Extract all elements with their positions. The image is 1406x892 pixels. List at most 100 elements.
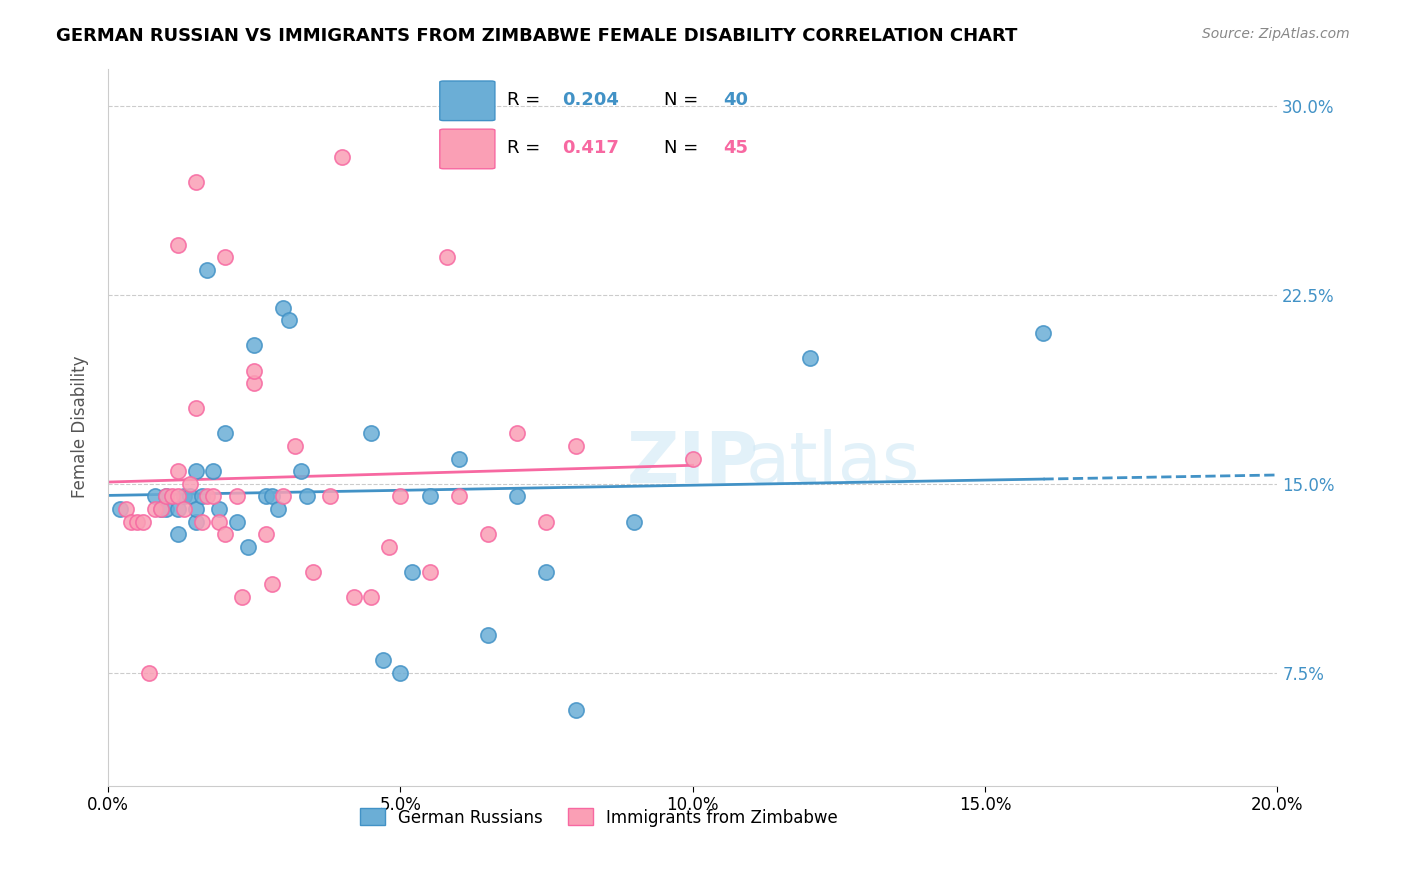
Point bbox=[225, 489, 247, 503]
Point bbox=[389, 489, 412, 503]
Point bbox=[536, 565, 558, 579]
Point bbox=[214, 527, 236, 541]
Point bbox=[179, 476, 201, 491]
Point bbox=[214, 250, 236, 264]
Point bbox=[360, 426, 382, 441]
Point bbox=[389, 665, 412, 680]
Text: 45: 45 bbox=[723, 139, 748, 157]
FancyBboxPatch shape bbox=[440, 129, 495, 169]
Point bbox=[149, 502, 172, 516]
Point bbox=[506, 489, 529, 503]
Point bbox=[447, 489, 470, 503]
Point bbox=[377, 540, 399, 554]
Point bbox=[419, 489, 441, 503]
Point bbox=[190, 515, 212, 529]
Point bbox=[143, 502, 166, 516]
Point bbox=[564, 703, 586, 717]
Point bbox=[184, 401, 207, 416]
Point bbox=[254, 527, 277, 541]
Text: 0.204: 0.204 bbox=[562, 91, 619, 109]
Text: 40: 40 bbox=[723, 91, 748, 109]
Text: Source: ZipAtlas.com: Source: ZipAtlas.com bbox=[1202, 27, 1350, 41]
Point bbox=[120, 515, 142, 529]
Point bbox=[284, 439, 307, 453]
Point bbox=[167, 464, 190, 478]
Text: R =: R = bbox=[506, 139, 540, 157]
Point bbox=[202, 489, 225, 503]
Point bbox=[184, 515, 207, 529]
Point bbox=[477, 527, 499, 541]
Point bbox=[202, 464, 225, 478]
Point bbox=[290, 464, 312, 478]
Point bbox=[167, 502, 190, 516]
Point bbox=[208, 515, 231, 529]
Point bbox=[360, 590, 382, 604]
Text: 0.417: 0.417 bbox=[562, 139, 619, 157]
Point bbox=[301, 565, 323, 579]
Point bbox=[214, 426, 236, 441]
Point bbox=[419, 565, 441, 579]
Point bbox=[132, 515, 155, 529]
Point bbox=[167, 237, 190, 252]
Point bbox=[127, 515, 149, 529]
Point bbox=[167, 489, 190, 503]
Point bbox=[682, 451, 704, 466]
Point bbox=[162, 489, 184, 503]
Y-axis label: Female Disability: Female Disability bbox=[72, 356, 89, 499]
Point bbox=[564, 439, 586, 453]
FancyBboxPatch shape bbox=[440, 81, 495, 120]
Text: R =: R = bbox=[506, 91, 540, 109]
Point bbox=[477, 628, 499, 642]
Point bbox=[184, 502, 207, 516]
Point bbox=[155, 502, 177, 516]
Text: GERMAN RUSSIAN VS IMMIGRANTS FROM ZIMBABWE FEMALE DISABILITY CORRELATION CHART: GERMAN RUSSIAN VS IMMIGRANTS FROM ZIMBAB… bbox=[56, 27, 1018, 45]
Text: N =: N = bbox=[664, 91, 699, 109]
Point bbox=[167, 527, 190, 541]
Point bbox=[238, 540, 260, 554]
Point bbox=[243, 363, 266, 377]
Text: atlas: atlas bbox=[745, 428, 920, 498]
Point bbox=[195, 263, 218, 277]
Point bbox=[799, 351, 821, 365]
Point bbox=[208, 502, 231, 516]
Point bbox=[295, 489, 318, 503]
Point bbox=[225, 515, 247, 529]
Point bbox=[108, 502, 131, 516]
Point bbox=[506, 426, 529, 441]
Point bbox=[173, 502, 195, 516]
Point bbox=[179, 489, 201, 503]
Point bbox=[278, 313, 301, 327]
Point bbox=[536, 515, 558, 529]
Point bbox=[273, 301, 295, 315]
Point bbox=[1032, 326, 1054, 340]
Point bbox=[330, 150, 353, 164]
Point bbox=[254, 489, 277, 503]
Point bbox=[266, 502, 288, 516]
Point bbox=[260, 577, 283, 591]
Point bbox=[623, 515, 645, 529]
Point bbox=[401, 565, 423, 579]
Point bbox=[195, 489, 218, 503]
Text: N =: N = bbox=[664, 139, 699, 157]
Point bbox=[155, 489, 177, 503]
Point bbox=[114, 502, 136, 516]
Point bbox=[138, 665, 160, 680]
Point bbox=[184, 464, 207, 478]
Point bbox=[447, 451, 470, 466]
Point bbox=[371, 653, 394, 667]
Point bbox=[231, 590, 253, 604]
Point bbox=[243, 376, 266, 390]
Point bbox=[143, 489, 166, 503]
Point bbox=[273, 489, 295, 503]
Point bbox=[342, 590, 364, 604]
Point bbox=[436, 250, 458, 264]
Point bbox=[260, 489, 283, 503]
Point bbox=[173, 489, 195, 503]
Point bbox=[149, 502, 172, 516]
Point bbox=[184, 175, 207, 189]
Text: ZIP: ZIP bbox=[627, 428, 759, 498]
Point bbox=[243, 338, 266, 352]
Legend: German Russians, Immigrants from Zimbabwe: German Russians, Immigrants from Zimbabw… bbox=[352, 800, 846, 835]
Point bbox=[319, 489, 342, 503]
Point bbox=[190, 489, 212, 503]
